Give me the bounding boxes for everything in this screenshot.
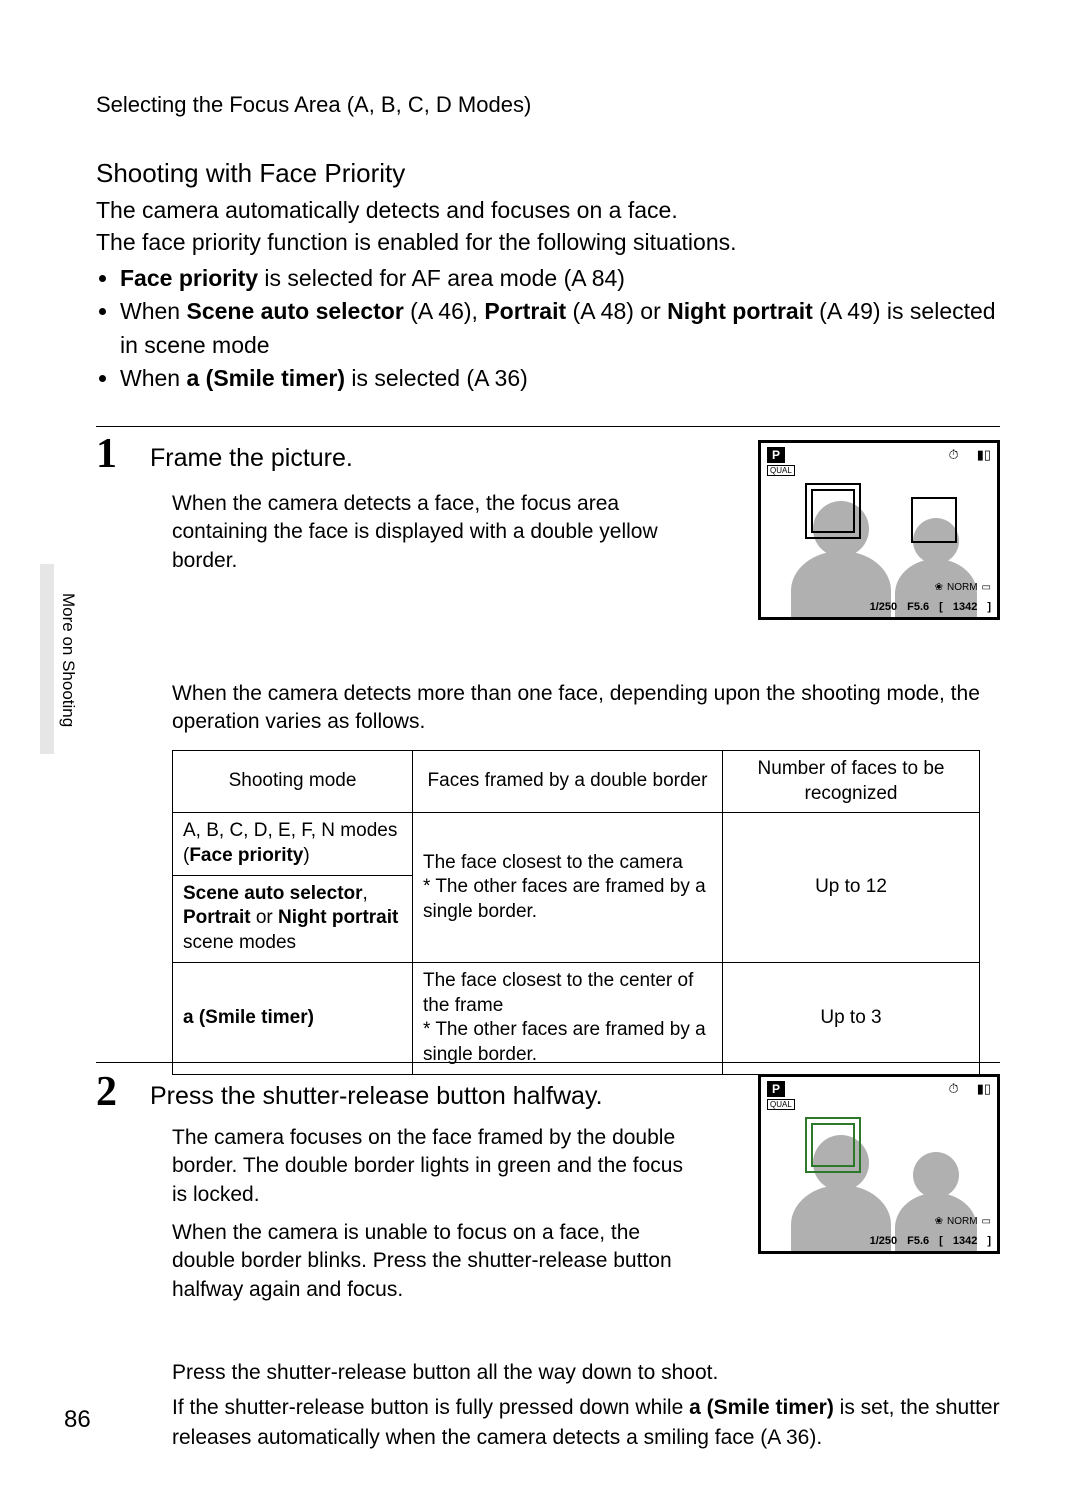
- focus-frame-single: [911, 497, 957, 543]
- qual-badge: QUAL: [767, 465, 795, 476]
- bullet-3: When a (Smile timer) is selected (A 36): [120, 362, 1000, 395]
- td-mode: A, B, C, D, E, F, N modes (Face priority…: [173, 813, 413, 875]
- preview-top-row: P ⏱ ▮▯: [767, 1081, 991, 1097]
- td-mode: a (Smile timer): [173, 962, 413, 1074]
- self-timer-icon: ⏱: [949, 1081, 959, 1097]
- step-2-body: The camera focuses on the face framed by…: [172, 1124, 692, 1304]
- battery-icon: ▮▯: [977, 447, 991, 463]
- macro-icon: ❀: [935, 582, 943, 593]
- preview-fstop: F5.6: [907, 601, 929, 613]
- camera-preview-2: P ⏱ ▮▯ QUAL ❀ NORM ▭ 1/250 F5.6 [1342]: [758, 1074, 1000, 1254]
- step-1-title: Frame the picture.: [150, 444, 353, 473]
- td-mode: Scene auto selector, Portrait or Night p…: [173, 875, 413, 962]
- td-count: Up to 12: [723, 813, 980, 962]
- th-mode: Shooting mode: [173, 751, 413, 813]
- th-faces: Faces framed by a double border: [413, 751, 723, 813]
- focus-frame-double: [805, 483, 861, 539]
- camera-preview-1: P ⏱ ▮▯ QUAL ❀ NORM ▭ 1/250 F5.6 [1342]: [758, 440, 1000, 620]
- step-1-body: When the camera detects a face, the focu…: [172, 490, 692, 575]
- shooting-mode-table: Shooting mode Faces framed by a double b…: [172, 750, 980, 1075]
- card-icon: ▭: [982, 1216, 991, 1227]
- step-2-title: Press the shutter-release button halfway…: [150, 1082, 603, 1111]
- page-number: 86: [64, 1406, 91, 1434]
- step-1-more: When the camera detects more than one fa…: [172, 680, 1000, 737]
- preview-shutter: 1/250: [870, 1235, 898, 1247]
- td-count: Up to 3: [723, 962, 980, 1074]
- preview-shots: 1342: [953, 1235, 977, 1247]
- preview-shots: 1342: [953, 601, 977, 613]
- macro-icon: ❀: [935, 1216, 943, 1227]
- table-header-row: Shooting mode Faces framed by a double b…: [173, 751, 980, 813]
- step-1-number: 1: [96, 430, 117, 478]
- bullet-2: When Scene auto selector (A 46), Portrai…: [120, 295, 1000, 362]
- side-tab-bar: [40, 564, 54, 754]
- bullet-list: Face priority is selected for AF area mo…: [120, 262, 1000, 395]
- table-row: A, B, C, D, E, F, N modes (Face priority…: [173, 813, 980, 875]
- preview-norm: ❀ NORM ▭: [935, 1216, 991, 1227]
- th-count: Number of faces to be recognized: [723, 751, 980, 813]
- card-icon: ▭: [982, 582, 991, 593]
- preview-top-row: P ⏱ ▮▯: [767, 447, 991, 463]
- step-2-number: 2: [96, 1068, 117, 1116]
- mode-p-badge: P: [767, 1081, 785, 1097]
- self-timer-icon: ⏱: [949, 447, 959, 463]
- preview-shutter: 1/250: [870, 601, 898, 613]
- battery-icon: ▮▯: [977, 1081, 991, 1097]
- preview-fstop: F5.6: [907, 1235, 929, 1247]
- td-faces: The face closest to the center of the fr…: [413, 962, 723, 1074]
- qual-badge: QUAL: [767, 1099, 795, 1110]
- divider: [96, 1062, 1000, 1063]
- td-faces: The face closest to the camera * The oth…: [413, 813, 723, 962]
- preview-bottom-row: 1/250 F5.6 [1342]: [870, 1235, 991, 1247]
- step-2-continued: Press the shutter-release button all the…: [172, 1358, 1000, 1452]
- table-row: a (Smile timer) The face closest to the …: [173, 962, 980, 1074]
- intro-line2: The face priority function is enabled fo…: [96, 226, 737, 258]
- mode-p-badge: P: [767, 447, 785, 463]
- preview-norm: ❀ NORM ▭: [935, 582, 991, 593]
- intro-line1: The camera automatically detects and foc…: [96, 194, 737, 226]
- intro-text: The camera automatically detects and foc…: [96, 194, 737, 258]
- breadcrumb: Selecting the Focus Area (A, B, C, D Mod…: [96, 92, 531, 118]
- side-tab-label: More on Shooting: [54, 570, 78, 750]
- section-title: Shooting with Face Priority: [96, 158, 405, 189]
- divider: [96, 426, 1000, 427]
- bullet-1: Face priority is selected for AF area mo…: [120, 262, 1000, 295]
- preview-bottom-row: 1/250 F5.6 [1342]: [870, 601, 991, 613]
- focus-frame-double-locked: [805, 1117, 861, 1173]
